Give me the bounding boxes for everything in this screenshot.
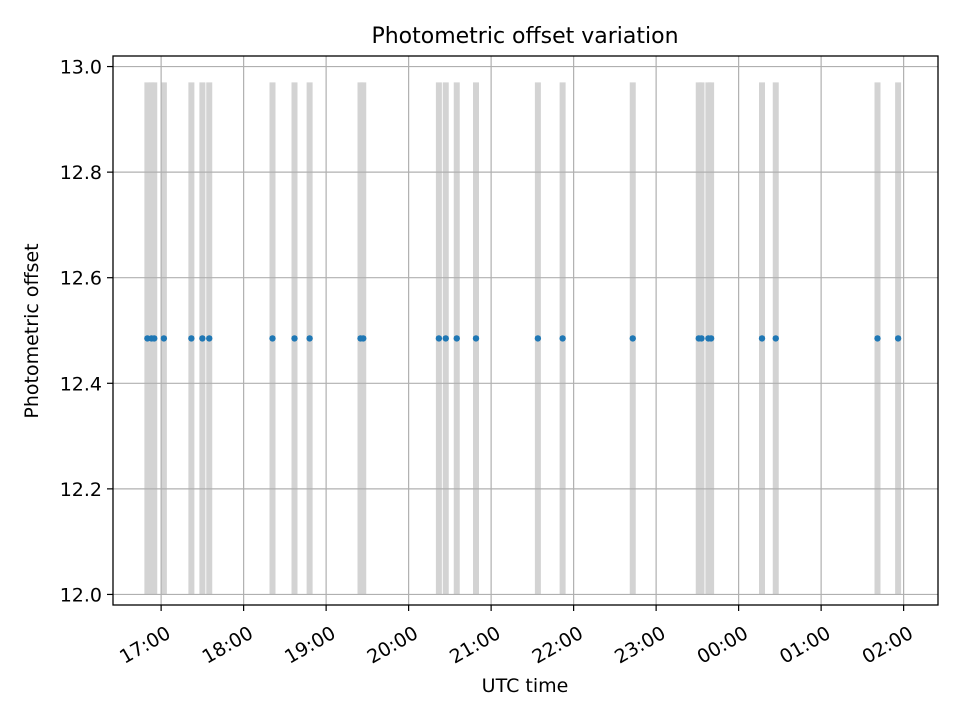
data-point	[472, 335, 480, 342]
data-point	[534, 335, 542, 342]
data-point	[559, 335, 566, 342]
y-tick-label: 12.8	[60, 162, 102, 184]
grid-layer	[113, 56, 938, 605]
data-point	[894, 335, 902, 342]
data-point	[874, 335, 881, 342]
data-point	[188, 335, 195, 342]
data-point	[199, 335, 206, 342]
data-point	[435, 335, 443, 342]
data-point	[160, 335, 168, 342]
plot-frame	[112, 55, 939, 606]
data-point	[291, 335, 298, 342]
y-tick-label: 12.0	[60, 584, 102, 606]
data-point	[306, 335, 313, 342]
y-tick-label: 12.2	[60, 479, 102, 501]
y-tick-label: 13.0	[60, 57, 102, 79]
data-point	[758, 335, 766, 342]
data-point	[206, 335, 213, 342]
data-point	[698, 335, 705, 342]
y-tick-label: 12.6	[60, 268, 102, 290]
data-point	[151, 335, 158, 342]
data-point	[707, 335, 715, 342]
y-tick-label: 12.4	[60, 373, 102, 395]
data-point	[442, 335, 449, 342]
data-point	[772, 335, 779, 342]
y-axis: 12.0 12.2 12.4 12.6 12.8 13.0	[60, 57, 113, 606]
data-point	[629, 335, 636, 342]
data-point	[269, 335, 276, 342]
x-axis-label: UTC time	[482, 675, 569, 697]
chart-title: Photometric offset variation	[371, 24, 678, 49]
data-point	[453, 335, 460, 342]
points-layer	[144, 335, 902, 342]
y-axis-label: Photometric offset	[21, 243, 43, 418]
data-point	[360, 335, 367, 342]
